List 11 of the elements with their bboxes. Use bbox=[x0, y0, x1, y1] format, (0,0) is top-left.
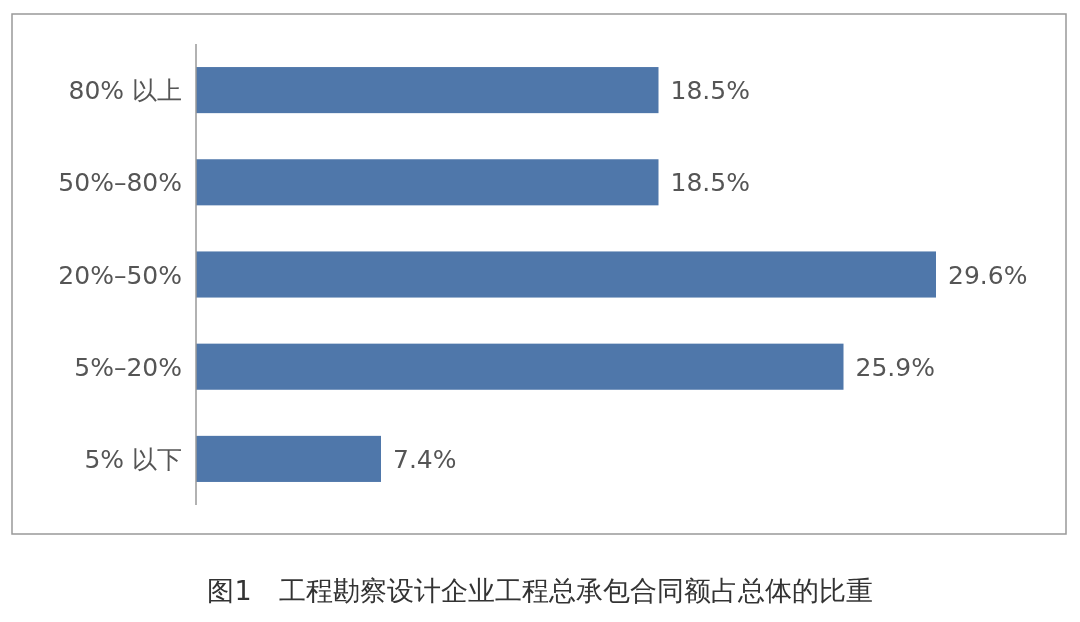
data-label: 7.4% bbox=[393, 444, 457, 474]
y-tick-label: 20%–50% bbox=[58, 260, 182, 290]
y-tick-label: 80% 以上 bbox=[68, 76, 182, 106]
data-label: 25.9% bbox=[855, 352, 935, 382]
y-tick-label: 50%–80% bbox=[58, 168, 182, 198]
y-tick-label: 5%–20% bbox=[74, 352, 182, 382]
data-label: 18.5% bbox=[670, 76, 750, 106]
y-tick-label: 5% 以下 bbox=[84, 444, 182, 474]
data-label: 18.5% bbox=[670, 168, 750, 198]
data-label: 29.6% bbox=[948, 260, 1028, 290]
text: 图1 工程勘察设计企业工程总承包合同额占总体的比重 bbox=[207, 575, 873, 606]
